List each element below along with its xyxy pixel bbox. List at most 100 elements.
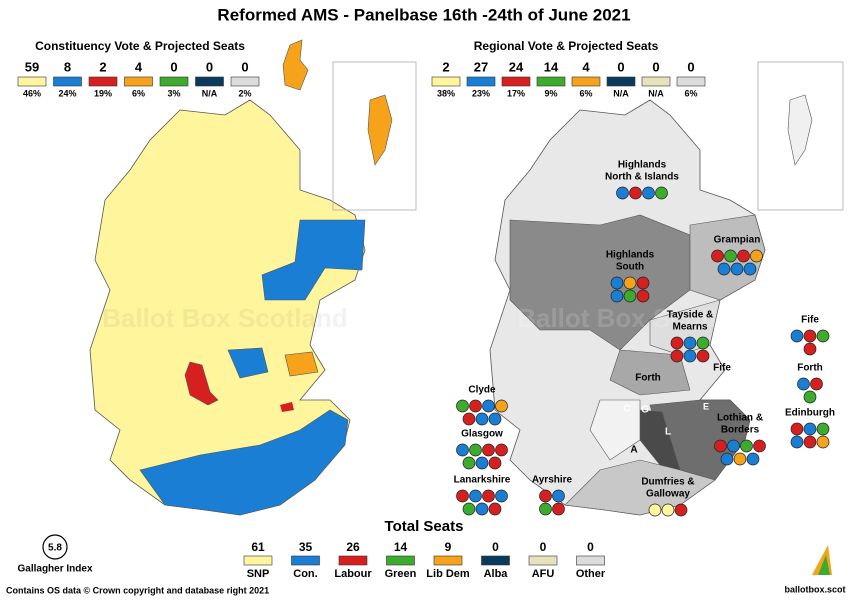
seat-count: 0: [652, 59, 659, 74]
seat-dot: [488, 456, 502, 470]
party-swatch: [88, 76, 118, 87]
vote-share: 6%: [684, 88, 697, 98]
seat-dot: [475, 412, 489, 426]
seat-dot: [670, 349, 684, 363]
party-swatch: [606, 76, 636, 87]
seat-dot: [482, 443, 495, 457]
party-swatch: [230, 76, 260, 87]
seat-dot: [456, 399, 469, 413]
seat-dot: [746, 452, 760, 466]
seat-dot: [790, 422, 804, 436]
region-label: Grampian: [714, 235, 761, 246]
party-name: Green: [385, 568, 417, 580]
region-label: Ayrshire: [532, 475, 573, 486]
seat-dot: [539, 489, 552, 503]
total-seats: 0: [540, 540, 547, 554]
party-swatch: [481, 555, 510, 566]
seat-dot: [629, 186, 642, 200]
seat-dot: [733, 452, 747, 466]
seat-dot: [816, 422, 830, 436]
party-name: Lib Dem: [426, 568, 470, 580]
seat-dot: [816, 329, 830, 343]
region-label: Lanarkshire: [454, 475, 511, 486]
seat-dot: [539, 502, 552, 516]
seat-count: 4: [582, 59, 590, 74]
map-label: A: [630, 445, 637, 456]
party-swatch: [386, 555, 415, 566]
seat-dot: [803, 329, 817, 343]
seat-dot: [462, 502, 476, 516]
gallagher-circle: [42, 534, 68, 560]
region-label: Lothian &: [717, 413, 763, 424]
seat-dot: [727, 439, 740, 453]
seat-dot: [482, 489, 495, 503]
seat-dot: [803, 342, 817, 356]
region-label: North & Islands: [605, 172, 679, 183]
region-label: Galloway: [646, 489, 690, 500]
seat-dot: [816, 435, 830, 449]
map-label: L: [665, 427, 671, 438]
party-swatch: [536, 76, 566, 87]
seat-dot: [655, 186, 668, 200]
seat-dot: [743, 262, 757, 276]
party-name: Con.: [293, 568, 317, 580]
vote-share: N/A: [648, 88, 664, 98]
region-label: Edinburgh: [785, 408, 835, 419]
party-swatch: [431, 76, 461, 87]
party-name: SNP: [247, 568, 270, 580]
seat-dot: [724, 249, 737, 263]
party-swatch: [528, 555, 558, 566]
seat-dot: [717, 262, 731, 276]
seat-dot: [495, 399, 508, 413]
seat-dot: [683, 349, 697, 363]
logo: [818, 555, 830, 575]
map-label: Forth: [635, 373, 661, 384]
total-seats: 61: [251, 540, 265, 554]
party-swatch: [641, 76, 671, 87]
seat-dot: [720, 452, 734, 466]
seat-count: 2: [442, 59, 449, 74]
seat-dot: [730, 262, 744, 276]
seat-dot: [456, 489, 469, 503]
party-swatch: [433, 555, 463, 566]
seat-dot: [674, 503, 688, 517]
vote-share: 38%: [437, 88, 455, 98]
seat-dot: [740, 439, 753, 453]
seat-dot: [737, 249, 750, 263]
seat-dot: [462, 412, 476, 426]
region-label: Mearns: [672, 322, 707, 333]
total-seats: 35: [299, 540, 313, 554]
dynamic: 5946%824%219%46%03%0N/A02%238%2723%2417%…: [17, 59, 835, 580]
seat-dot: [495, 489, 508, 503]
party-swatch: [338, 555, 368, 566]
party-swatch: [53, 76, 82, 87]
seat-dot: [482, 399, 495, 413]
seat-dot: [648, 503, 662, 517]
total-seats: 9: [445, 540, 452, 554]
seat-dot: [475, 456, 489, 470]
total-seats: 26: [346, 540, 360, 554]
seat-dot: [790, 435, 804, 449]
total-seats: 14: [394, 540, 408, 554]
map-label: G: [641, 405, 649, 416]
seat-dot: [495, 443, 508, 457]
vote-share: N/A: [613, 88, 629, 98]
region-label: Borders: [721, 425, 760, 436]
regional-map: [489, 61, 844, 516]
party-swatch: [466, 76, 496, 87]
title: Reformed AMS - Panelbase 16th -24th of J…: [217, 5, 630, 24]
party-swatch: [501, 76, 531, 87]
seat-dot: [623, 276, 637, 290]
gallagher-value: 5.8: [48, 543, 62, 554]
seat-dot: [456, 443, 469, 457]
region-label: Dumfries &: [641, 477, 694, 488]
seat-dot: [623, 289, 637, 303]
seat-dot: [552, 502, 565, 516]
region-label: Fife: [801, 315, 819, 326]
seat-count: 59: [25, 59, 39, 74]
seat-dot: [810, 377, 823, 391]
seat-dot: [469, 489, 482, 503]
map-label: Fife: [713, 363, 731, 374]
party-swatch: [576, 555, 605, 566]
seat-dot: [469, 399, 482, 413]
